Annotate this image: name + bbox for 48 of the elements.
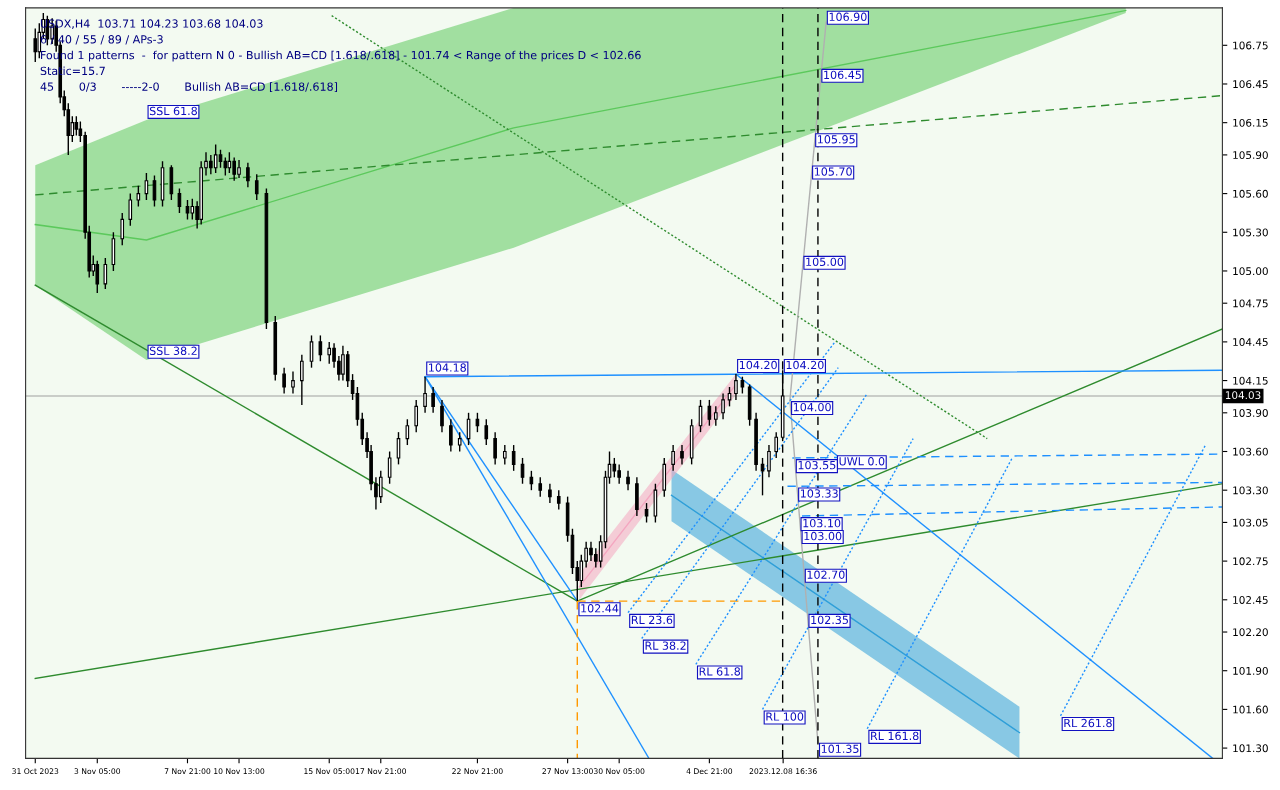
y-tick-label: 102.20	[1233, 628, 1268, 637]
annotation: SSL 38.2	[149, 346, 197, 356]
y-tick-label: 106.75	[1233, 41, 1268, 50]
y-tick-label: 104.15	[1233, 376, 1268, 385]
annotation: 103.10	[803, 518, 841, 528]
ref-line-label: 104.03	[1225, 391, 1261, 400]
y-tick-label: 102.75	[1233, 557, 1268, 566]
annotation: 101.35	[821, 744, 859, 754]
annotation: UWL 0.0	[839, 457, 885, 466]
annotation: RL 23.6	[631, 615, 673, 625]
annotation: RL 100	[766, 712, 804, 721]
annotation: 104.20	[786, 360, 824, 370]
y-tick-label: 104.75	[1233, 299, 1268, 308]
y-tick-label: 101.30	[1233, 744, 1268, 753]
y-tick-label: 101.90	[1233, 666, 1268, 675]
y-tick-label: 105.90	[1233, 151, 1268, 160]
y-tick-label: 106.15	[1233, 118, 1268, 127]
annotation: 105.95	[818, 135, 855, 144]
annotation: 103.00	[804, 531, 842, 541]
y-tick-label: 103.60	[1233, 447, 1268, 456]
annotation: 102.70	[807, 570, 845, 579]
annotation: 105.00	[806, 257, 844, 267]
annotation: 104.20	[739, 360, 777, 370]
annotation: 102.44	[581, 604, 619, 613]
annotation: RL 261.8	[1064, 718, 1112, 728]
y-tick-label: 105.30	[1233, 228, 1268, 237]
annotation: 106.90	[829, 12, 867, 22]
annotation: 104.18	[429, 363, 466, 372]
y-tick-label: 105.60	[1233, 189, 1268, 198]
y-tick-label: 105.00	[1233, 267, 1268, 276]
annotation: 106.45	[824, 70, 861, 80]
y-tick-label: 103.05	[1233, 518, 1268, 527]
annotation: 103.33	[800, 489, 838, 498]
y-tick-label: 101.60	[1233, 705, 1268, 714]
annotation: RL 38.2	[645, 641, 686, 650]
y-tick-label: 103.90	[1233, 409, 1268, 417]
annotation: 105.70	[814, 167, 852, 176]
y-tick-label: 103.30	[1233, 486, 1268, 495]
y-tick-label: 102.45	[1233, 596, 1268, 604]
annotation: 103.55	[798, 460, 836, 470]
annotation: 102.35	[811, 615, 848, 625]
annotation: 45 0/3 -----2-0 Bullish AB=CD [1.618/.618]	[40, 82, 338, 93]
y-tick-label: 106.45	[1233, 80, 1268, 89]
y-tick-label: 104.45	[1233, 338, 1268, 346]
annotation: SSL 61.8	[149, 106, 197, 116]
annotation: RL 61.8	[699, 667, 741, 676]
annotation: RL 161.8	[871, 731, 919, 741]
annotation: 104.00	[793, 402, 831, 412]
